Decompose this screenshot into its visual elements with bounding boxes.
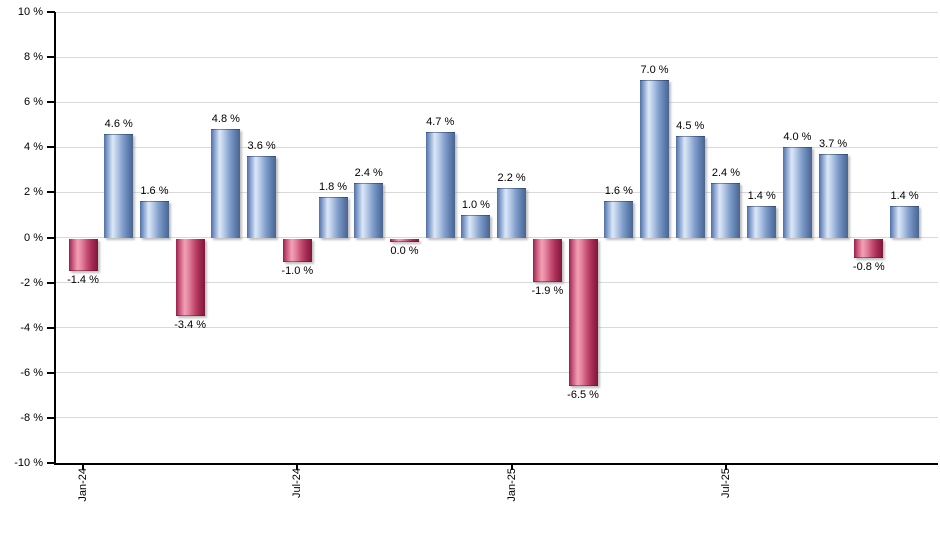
bar-positive (747, 205, 777, 239)
y-tick-label: 6 % (24, 96, 43, 109)
bar-positive (461, 214, 491, 239)
bar-value-label: 0.0 % (390, 244, 419, 257)
bar-negative (389, 238, 419, 242)
bar-positive (782, 147, 812, 239)
bar-value-label: -3.4 % (174, 319, 207, 332)
y-tick-label: -4 % (20, 321, 43, 334)
y-tick (47, 191, 55, 194)
x-tick-label: Jul-25 (719, 468, 732, 498)
y-tick (47, 326, 55, 329)
bar-value-label: -1.9 % (531, 285, 564, 298)
bar-negative (854, 238, 884, 258)
bar-value-label: 1.6 % (140, 185, 169, 198)
x-tick (510, 463, 513, 470)
y-tick-label: 10 % (17, 6, 43, 18)
bar-value-label: 4.0 % (783, 131, 812, 144)
bar-value-label: -0.8 % (852, 260, 885, 273)
bar-negative (532, 238, 562, 283)
bar-positive (640, 79, 670, 239)
bar-positive (139, 201, 169, 239)
y-tick-label: -2 % (20, 276, 43, 289)
y-tick-label: -10 % (14, 457, 43, 469)
y-tick-label: 2 % (24, 186, 43, 199)
gridline (55, 56, 938, 58)
bar-positive (318, 196, 348, 239)
y-tick-label: 8 % (24, 51, 43, 64)
x-tick (82, 463, 84, 470)
y-tick (47, 101, 55, 104)
y-tick-label: 0 % (24, 231, 43, 244)
bar-value-label: 2.4 % (354, 167, 383, 180)
bar-positive (211, 129, 241, 239)
y-tick (47, 56, 55, 59)
bar-value-label: 3.6 % (247, 140, 276, 153)
gridline (55, 282, 938, 284)
gridline (55, 101, 938, 103)
bar-positive (354, 183, 384, 239)
bar-value-label: 1.8 % (318, 180, 348, 193)
bar-positive (711, 183, 741, 239)
bar-value-label: -1.0 % (281, 265, 314, 278)
bar-value-label: 1.6 % (604, 185, 633, 198)
bar-positive (497, 187, 527, 239)
gridline (55, 237, 938, 238)
bar-value-label: 4.6 % (104, 117, 133, 130)
bar-positive (818, 154, 848, 239)
y-tick-label: -8 % (20, 411, 43, 424)
y-tick (47, 281, 55, 284)
bar-positive (247, 156, 277, 239)
bar-value-label: 2.2 % (497, 171, 526, 184)
bar-value-label: 4.5 % (676, 120, 705, 133)
y-tick (47, 146, 55, 149)
y-tick (47, 416, 55, 419)
bar-value-label: 7.0 % (640, 63, 669, 76)
x-tick (296, 463, 299, 470)
bar-positive (104, 133, 134, 239)
bar-positive (604, 201, 634, 239)
bar-value-label: 2.4 % (711, 167, 741, 180)
bar-positive (675, 136, 705, 239)
bar-negative (282, 238, 312, 263)
x-tick-label: Jan-25 (505, 468, 518, 502)
gridline (55, 191, 938, 193)
y-tick (47, 11, 55, 13)
x-tick-label: Jul-24 (291, 468, 304, 498)
gridline (55, 11, 938, 13)
bar-value-label: 1.0 % (461, 198, 490, 211)
bar-negative (568, 238, 598, 387)
gridline (55, 146, 938, 148)
bar-value-label: 4.7 % (426, 115, 455, 128)
y-tick (47, 462, 55, 464)
y-tick-label: 4 % (24, 141, 43, 154)
bar-negative (175, 238, 205, 317)
y-tick (47, 371, 55, 374)
bar-positive (890, 205, 920, 239)
x-tick (724, 463, 727, 470)
bar-value-label: 3.7 % (819, 138, 848, 151)
bar-negative (68, 238, 98, 272)
y-tick-label: -6 % (20, 366, 43, 379)
bar-value-label: 4.8 % (211, 113, 240, 126)
y-tick (47, 236, 55, 239)
bar-value-label: -1.4 % (67, 274, 99, 287)
bar-value-label: 1.4 % (747, 189, 776, 202)
bar-positive (425, 131, 455, 239)
gridline (55, 327, 938, 329)
gridline (55, 372, 938, 374)
gridline (55, 417, 938, 419)
bar-value-label: 1.4 % (890, 189, 919, 202)
x-tick-label: Jan-24 (77, 468, 89, 502)
y-axis-line (54, 12, 56, 465)
x-axis-line (54, 463, 938, 465)
bar-value-label: -6.5 % (567, 389, 599, 402)
